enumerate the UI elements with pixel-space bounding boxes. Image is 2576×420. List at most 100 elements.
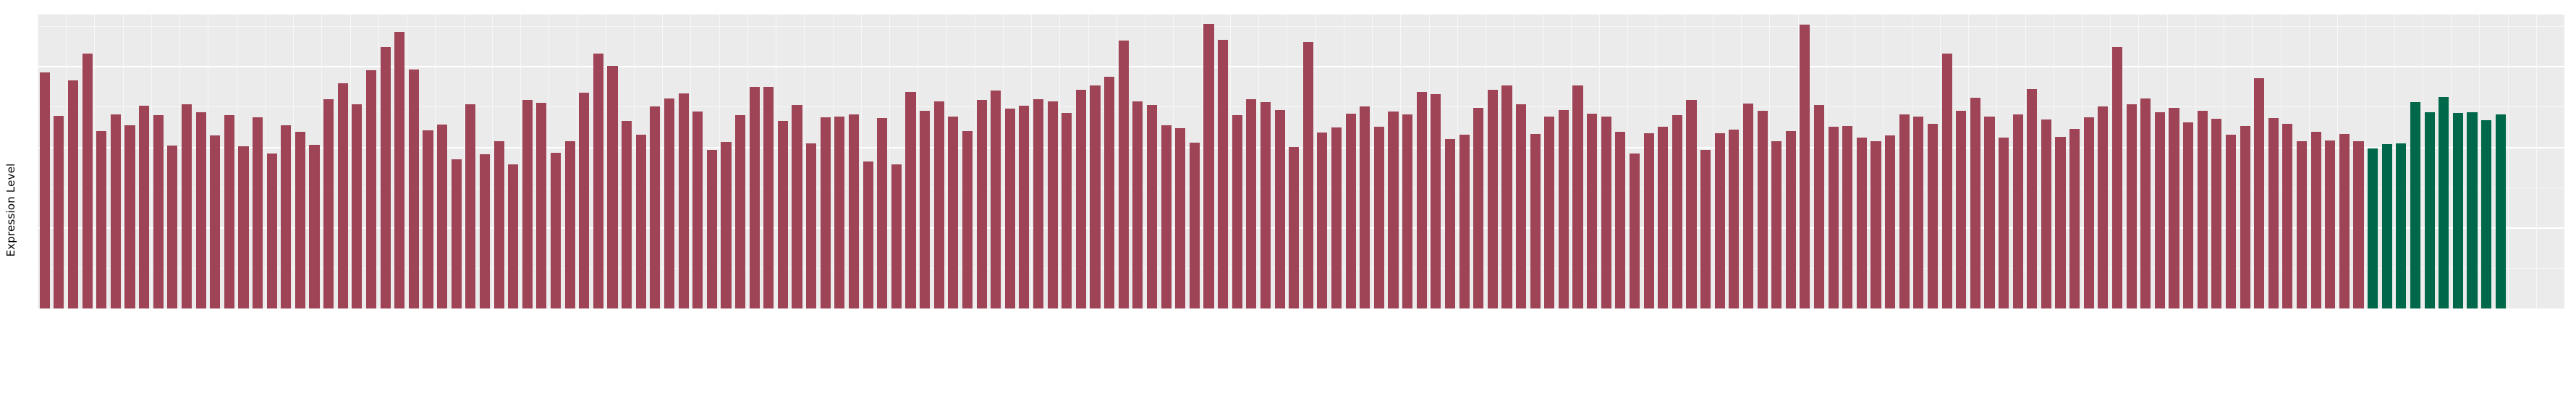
gridline-x-minor [2451,14,2452,308]
bar [820,117,831,308]
bar [110,114,121,308]
bar [1601,117,1611,308]
gridline-x-minor [378,14,379,308]
bar [1075,89,1086,308]
bar [2353,140,2364,308]
bar [281,125,292,308]
bar [2268,117,2279,308]
bar [1828,127,1839,308]
gridline-x-minor [633,14,635,308]
bar [1146,104,1158,308]
bar [1289,146,1300,308]
bar [266,154,277,308]
gridline-x-minor [832,14,834,308]
bar [1431,94,1441,308]
bar [2424,112,2435,308]
bar [664,98,675,308]
bar [2396,143,2407,308]
gridline-x-minor [1968,14,1969,308]
bar [1672,115,1682,308]
bar [1104,76,1115,308]
gridline-y-minor [38,25,2564,27]
bar [1444,138,1456,308]
bar [96,130,107,308]
bar [2254,78,2265,308]
gridline-x-minor [520,14,521,308]
gridline-x-minor [1201,14,1203,308]
bar [834,116,845,308]
gridline-x-minor [662,14,664,308]
bar [465,104,476,308]
bar [1572,85,1583,308]
bar [735,115,746,308]
bar [933,101,944,308]
gridline-x-minor [66,14,67,308]
gridline-x-minor [293,14,294,308]
bar [167,145,178,308]
gridline-x-minor [889,14,890,308]
bar [2225,134,2237,308]
bar [1189,142,1200,308]
gridline-x-minor [548,14,550,308]
bar [2183,122,2194,308]
bar [777,121,788,308]
bar [2211,118,2222,308]
bar [863,161,873,308]
gridline-x-minor [2110,14,2111,308]
bar [564,141,575,308]
bar [692,111,703,308]
bar [337,83,348,308]
bar [124,125,135,308]
gridline-x-minor [747,14,748,308]
gridline-x-minor [2138,14,2140,308]
bar [1459,134,1470,308]
gridline-x-minor [2081,14,2083,308]
bar [2169,107,2179,308]
gridline-x-minor [2166,14,2168,308]
bar [1757,110,1768,308]
bar [39,72,50,308]
bar [1218,39,1229,308]
gridline-x-minor [2394,14,2395,308]
bar [1516,104,1527,308]
bar [479,154,490,308]
bar [1019,105,1030,308]
bar [323,98,334,308]
gridline-x-minor [1627,14,1629,308]
bar [2083,117,2094,308]
bar [408,70,419,308]
gridline-x-minor [1258,14,1260,308]
bar [2310,132,2321,308]
bar [1360,106,1370,308]
gridline-x-minor [1939,14,1941,308]
bar [309,144,320,308]
bar [1615,131,1626,308]
gridline-x-minor [1315,14,1316,308]
bar [1729,129,1740,308]
bar [224,115,234,308]
gridline-x-minor [1826,14,1827,308]
bar [1785,130,1796,308]
bar [891,164,902,308]
gridline-x-minor [122,14,124,308]
gridline-x-minor [1003,14,1004,308]
bar [195,112,206,308]
bar [1999,137,2009,308]
gridline-x-minor [94,14,96,308]
bar [423,130,433,308]
bar [1161,125,1172,308]
bar [1842,125,1853,308]
gridline-x-minor [1229,14,1231,308]
bar [991,90,1001,308]
bar [2467,112,2478,308]
bar [1388,111,1399,308]
gridline-x-minor [2535,14,2537,308]
bar [593,54,603,308]
bar [1090,85,1101,308]
bar [2154,112,2165,308]
bar [1473,108,1484,308]
bar [2240,125,2250,308]
gridline-x-minor [2337,14,2338,308]
bar [153,114,164,308]
